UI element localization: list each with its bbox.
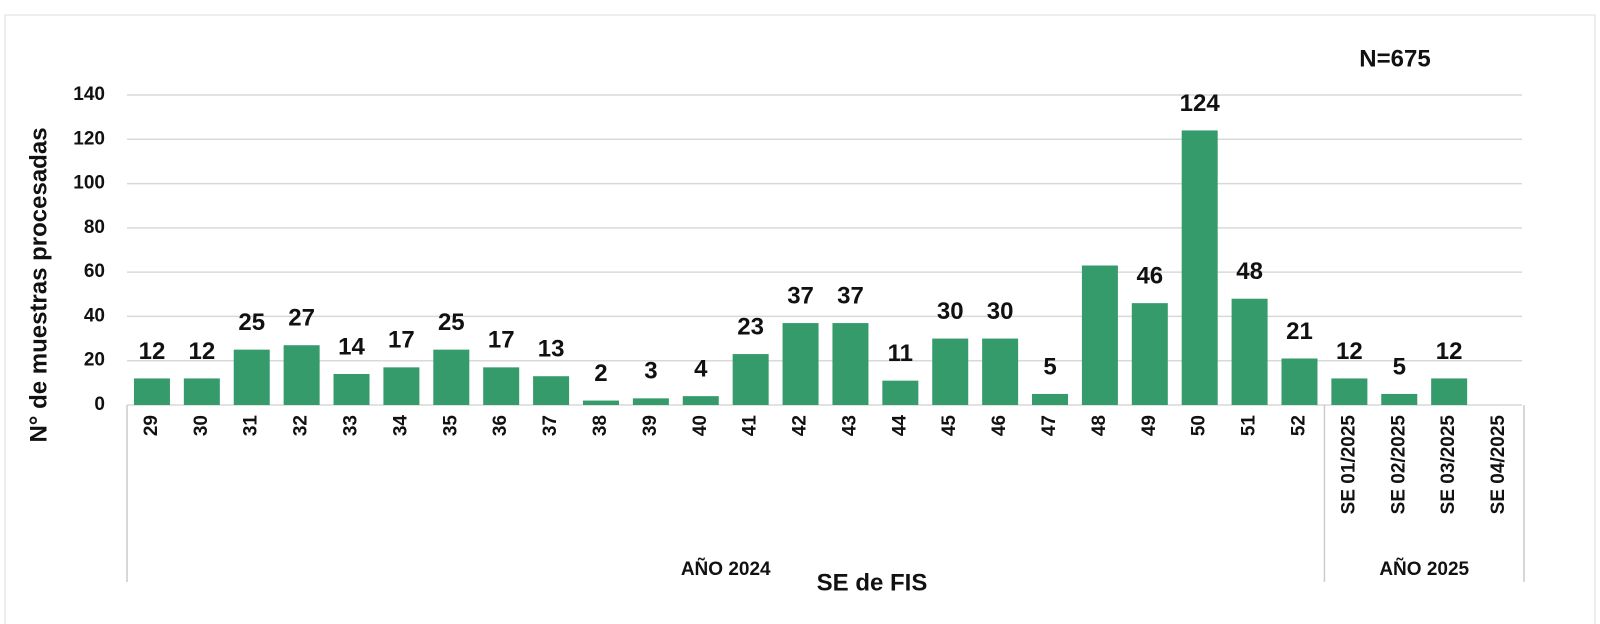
data-label: 17 bbox=[388, 327, 415, 354]
bar bbox=[882, 380, 919, 405]
x-tick-label: 29 bbox=[141, 415, 162, 436]
x-tick-label: 46 bbox=[989, 415, 1010, 436]
data-label: 27 bbox=[288, 305, 315, 332]
y-tick-label: 60 bbox=[84, 261, 105, 282]
data-label: 124 bbox=[1180, 90, 1221, 117]
x-tick-label: 49 bbox=[1139, 415, 1160, 436]
bar bbox=[233, 349, 270, 405]
bar bbox=[682, 396, 719, 405]
x-tick-label: 36 bbox=[490, 415, 511, 436]
data-label: 21 bbox=[1286, 318, 1313, 345]
data-label: 12 bbox=[1336, 338, 1363, 365]
bar bbox=[1281, 358, 1318, 405]
x-tick-label: 34 bbox=[390, 415, 411, 437]
bar bbox=[582, 400, 619, 405]
data-label: 46 bbox=[1136, 262, 1163, 289]
bar bbox=[1032, 393, 1069, 405]
bar bbox=[982, 338, 1019, 405]
bar bbox=[732, 354, 769, 405]
data-label: 3 bbox=[644, 358, 657, 385]
bar bbox=[533, 376, 570, 405]
data-label: 5 bbox=[1393, 353, 1406, 380]
x-tick-label: 39 bbox=[640, 415, 661, 436]
y-tick-label: 40 bbox=[84, 305, 105, 326]
data-label: 13 bbox=[538, 336, 565, 363]
data-label: 12 bbox=[139, 338, 166, 365]
group-label: AÑO 2025 bbox=[1379, 558, 1469, 580]
x-tick-label: 32 bbox=[291, 415, 312, 436]
bar bbox=[383, 367, 420, 405]
x-tick-label: 47 bbox=[1039, 415, 1060, 436]
y-tick-label: 80 bbox=[84, 217, 105, 238]
bar bbox=[632, 398, 669, 405]
x-tick-label: SE 04/2025 bbox=[1488, 415, 1509, 515]
data-label: 12 bbox=[1436, 338, 1463, 365]
x-tick-label: 52 bbox=[1288, 415, 1309, 436]
bar bbox=[183, 378, 220, 405]
x-tick-label: 37 bbox=[540, 415, 561, 436]
data-label: 48 bbox=[1236, 258, 1263, 285]
x-tick-label: 40 bbox=[690, 415, 711, 436]
data-label: 25 bbox=[238, 309, 265, 336]
bar bbox=[433, 349, 470, 405]
y-tick-label: 100 bbox=[73, 173, 105, 194]
x-tick-label: SE 02/2025 bbox=[1388, 415, 1409, 515]
bar bbox=[1381, 393, 1418, 405]
x-tick-label: 38 bbox=[590, 415, 611, 436]
group-label: AÑO 2024 bbox=[681, 558, 771, 580]
bar bbox=[782, 323, 819, 405]
x-tick-label: 31 bbox=[241, 415, 262, 437]
x-tick-label: 43 bbox=[839, 415, 860, 436]
data-label: 37 bbox=[787, 282, 814, 309]
x-tick-label: 48 bbox=[1089, 415, 1110, 436]
x-tick-label: 50 bbox=[1189, 415, 1210, 436]
data-label: 14 bbox=[338, 333, 365, 360]
bar bbox=[283, 345, 320, 405]
x-tick-label: 45 bbox=[939, 415, 960, 437]
data-label: 25 bbox=[438, 309, 465, 336]
data-label: 30 bbox=[937, 298, 964, 325]
x-tick-label: SE 03/2025 bbox=[1438, 415, 1459, 515]
data-label: 17 bbox=[488, 327, 515, 354]
annotation: N=675 bbox=[1359, 45, 1430, 72]
y-tick-label: 140 bbox=[73, 84, 105, 105]
data-label: 2 bbox=[594, 360, 607, 387]
bar bbox=[1431, 378, 1468, 405]
bar bbox=[1331, 378, 1368, 405]
x-tick-label: 44 bbox=[889, 415, 910, 437]
data-label: 23 bbox=[737, 313, 764, 340]
data-label: 11 bbox=[888, 340, 913, 367]
bar bbox=[333, 374, 370, 405]
x-tick-label: SE 01/2025 bbox=[1338, 415, 1359, 515]
bar bbox=[1231, 298, 1268, 405]
x-tick-label: 35 bbox=[440, 415, 461, 437]
y-tick-label: 0 bbox=[94, 394, 105, 415]
x-tick-label: 33 bbox=[341, 415, 362, 436]
data-label: 12 bbox=[188, 338, 215, 365]
bar bbox=[832, 323, 869, 405]
x-tick-label: 30 bbox=[191, 415, 212, 436]
bar bbox=[133, 378, 170, 405]
y-tick-label: 120 bbox=[73, 128, 105, 149]
y-tick-label: 20 bbox=[84, 350, 105, 371]
data-label: 37 bbox=[837, 282, 864, 309]
bar bbox=[932, 338, 969, 405]
x-tick-label: 41 bbox=[740, 415, 761, 437]
data-label: 5 bbox=[1043, 353, 1056, 380]
x-tick-label: 42 bbox=[790, 415, 811, 436]
y-axis-title: N° de muestras procesadas bbox=[25, 127, 52, 442]
x-axis-title: SE de FIS bbox=[817, 569, 928, 596]
data-label: 4 bbox=[694, 355, 708, 382]
chart-frame bbox=[4, 14, 1596, 624]
bar bbox=[1181, 130, 1218, 405]
x-tick-label: 51 bbox=[1239, 415, 1260, 437]
bar bbox=[483, 367, 520, 405]
bar bbox=[1131, 303, 1168, 405]
bar bbox=[1081, 265, 1118, 405]
data-label: 30 bbox=[987, 298, 1014, 325]
